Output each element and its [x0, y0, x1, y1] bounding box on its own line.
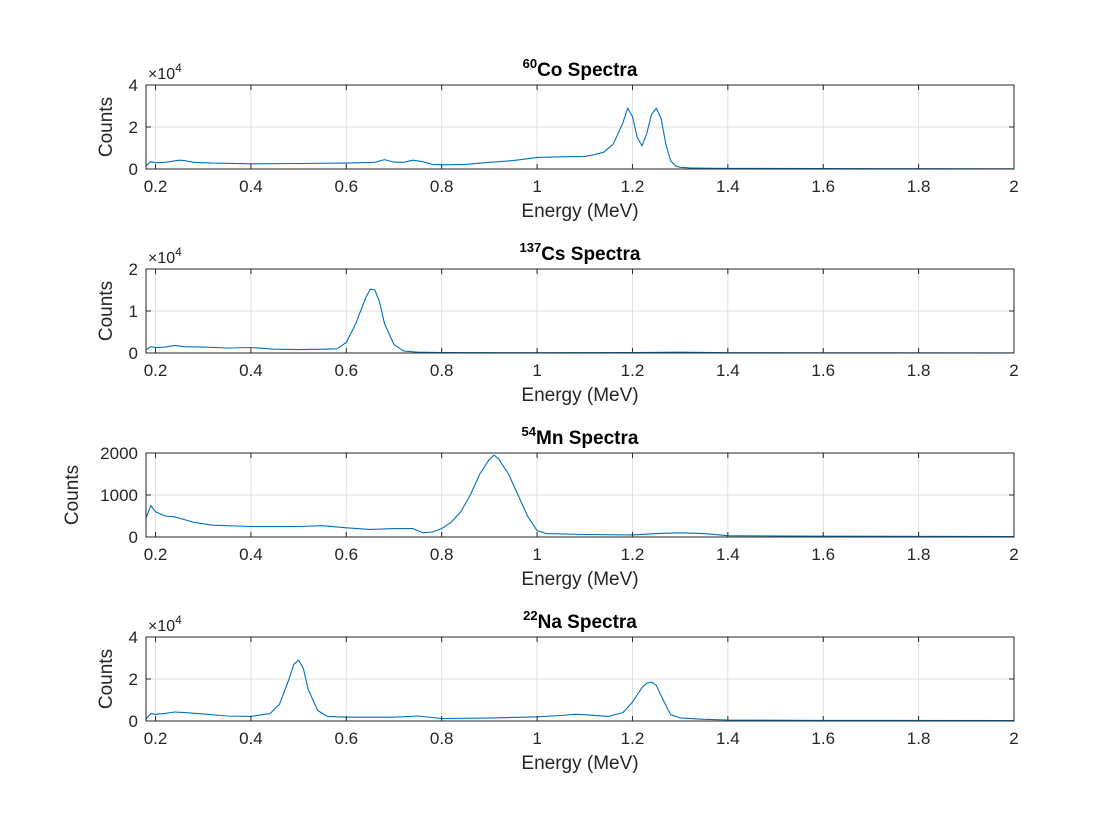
- y-exponent-base: ×10: [148, 618, 175, 635]
- x-tick-label: 0.8: [430, 545, 454, 564]
- x-tick-label: 1.6: [811, 361, 835, 380]
- x-tick-label: 2: [1009, 545, 1018, 564]
- y-axis-label: Counts: [96, 281, 117, 341]
- x-tick-label: 1.2: [621, 729, 645, 748]
- y-tick-label: 1000: [100, 486, 138, 505]
- y-exponent-power: 4: [175, 245, 182, 259]
- x-tick-label: 0.2: [144, 545, 168, 564]
- x-tick-label: 0.6: [334, 361, 358, 380]
- x-axis-label: Energy (MeV): [521, 569, 638, 590]
- x-tick-label: 1: [532, 361, 541, 380]
- x-tick-label: 1.6: [811, 729, 835, 748]
- y-tick-label: 1: [129, 302, 138, 321]
- title-text: Co Spectra: [537, 60, 638, 81]
- x-tick-label: 0.4: [239, 361, 263, 380]
- x-tick-label: 1.4: [716, 361, 740, 380]
- y-exponent-label: ×104: [148, 61, 182, 83]
- x-tick-label: 0.4: [239, 729, 263, 748]
- x-tick-label: 1.2: [621, 361, 645, 380]
- title-mass-number: 137: [520, 240, 542, 255]
- x-axis-label: Energy (MeV): [521, 201, 638, 222]
- x-tick-label: 1.4: [716, 729, 740, 748]
- y-axis-label: Counts: [96, 97, 117, 157]
- subplot-title: 60Co Spectra: [523, 56, 638, 81]
- x-tick-label: 0.4: [239, 545, 263, 564]
- x-tick-label: 1.2: [621, 177, 645, 196]
- y-tick-label: 0: [129, 160, 138, 179]
- x-tick-label: 1.2: [621, 545, 645, 564]
- x-tick-label: 1: [532, 545, 541, 564]
- x-tick-label: 1.8: [907, 177, 931, 196]
- x-tick-label: 2: [1009, 177, 1018, 196]
- y-axis-label: Counts: [96, 649, 117, 709]
- title-text: Cs Spectra: [541, 244, 641, 265]
- x-tick-label: 1.8: [907, 545, 931, 564]
- title-text: Na Spectra: [538, 612, 638, 633]
- title-mass-number: 22: [523, 608, 537, 623]
- x-tick-label: 2: [1009, 729, 1018, 748]
- spectrum-line: [145, 107, 1015, 170]
- x-tick-label: 0.8: [430, 361, 454, 380]
- x-tick-label: 1: [532, 729, 541, 748]
- x-tick-label: 0.6: [334, 729, 358, 748]
- subplot-title: 22Na Spectra: [523, 608, 637, 633]
- y-tick-label: 4: [129, 76, 138, 95]
- y-tick-label: 2000: [100, 444, 138, 463]
- title-mass-number: 54: [522, 424, 537, 439]
- y-exponent-label: ×104: [148, 245, 182, 267]
- x-tick-label: 1.6: [811, 545, 835, 564]
- title-text: Mn Spectra: [536, 428, 639, 449]
- x-tick-label: 2: [1009, 361, 1018, 380]
- x-tick-label: 1.4: [716, 545, 740, 564]
- subplot-title: 137Cs Spectra: [520, 240, 641, 265]
- subplot-3: 0.2 0.4 0.6 0.8 1 1.2 1.4 1.6 1.8 2 0 1000 2000 54Mn …: [62, 424, 1019, 590]
- y-exponent-power: 4: [175, 61, 182, 75]
- y-tick-label: 2: [129, 670, 138, 689]
- spectrum-line: [145, 454, 1015, 538]
- x-axis-label: Energy (MeV): [521, 385, 638, 406]
- x-tick-label: 0.2: [144, 361, 168, 380]
- title-mass-number: 60: [523, 56, 537, 71]
- y-tick-label: 0: [129, 344, 138, 363]
- y-tick-label: 2: [129, 118, 138, 137]
- x-tick-label: 1.4: [716, 177, 740, 196]
- y-tick-label: 0: [129, 528, 138, 547]
- spectrum-line: [145, 659, 1015, 722]
- subplot-title: 54Mn Spectra: [522, 424, 639, 449]
- y-exponent-power: 4: [175, 613, 182, 627]
- y-axis-label: Counts: [62, 465, 83, 525]
- x-axis-label: Energy (MeV): [521, 753, 638, 774]
- y-exponent-base: ×10: [148, 250, 175, 267]
- y-tick-label: 0: [129, 712, 138, 731]
- x-tick-label: 0.2: [144, 177, 168, 196]
- x-tick-label: 0.4: [239, 177, 263, 196]
- y-exponent-base: ×10: [148, 66, 175, 83]
- y-tick-label: 4: [129, 628, 138, 647]
- x-tick-label: 0.8: [430, 729, 454, 748]
- y-exponent-label: ×104: [148, 613, 182, 635]
- x-tick-label: 0.8: [430, 177, 454, 196]
- subplot-2: 0.2 0.4 0.6 0.8 1 1.2 1.4 1.6 1.8 2 0 1 2 ×104 137Cs S…: [96, 240, 1019, 406]
- x-tick-label: 0.6: [334, 177, 358, 196]
- x-tick-label: 1.6: [811, 177, 835, 196]
- x-tick-label: 0.2: [144, 729, 168, 748]
- x-tick-label: 1: [532, 177, 541, 196]
- x-tick-label: 1.8: [907, 361, 931, 380]
- x-tick-label: 1.8: [907, 729, 931, 748]
- x-tick-label: 0.6: [334, 545, 358, 564]
- y-tick-label: 2: [129, 260, 138, 279]
